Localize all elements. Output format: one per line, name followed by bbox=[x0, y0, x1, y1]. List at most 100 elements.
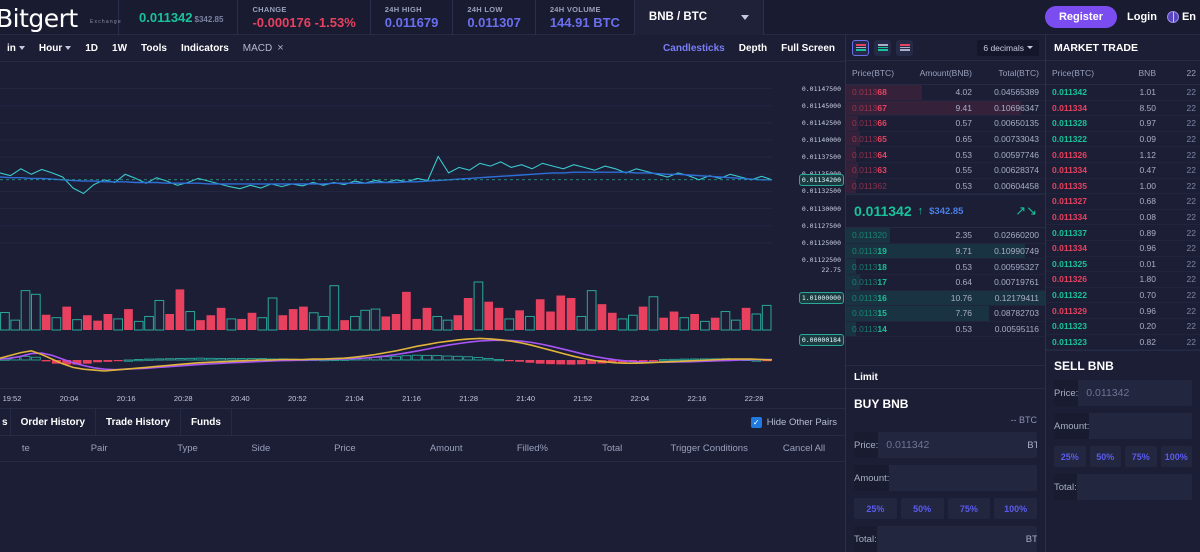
buy-price-input[interactable] bbox=[878, 432, 1022, 458]
y-axis-tick: 0.01145000 bbox=[801, 101, 841, 110]
both-depth-icon[interactable] bbox=[852, 39, 869, 56]
tab-funds[interactable]: Funds bbox=[181, 409, 232, 435]
orderbook-mid-price: 0.011342 ↑ $342.85 ↗↘ bbox=[846, 194, 1045, 229]
orderbook-row[interactable]: 0.011368 4.02 0.04565389 bbox=[846, 85, 1045, 101]
row-price: 0.011366 bbox=[852, 118, 887, 129]
tab-trade-history[interactable]: Trade History bbox=[96, 409, 181, 435]
toolbar-item-1w[interactable]: 1W bbox=[112, 42, 128, 54]
row-time: 22 bbox=[1186, 102, 1196, 113]
sell-pct-75[interactable]: 75% bbox=[1125, 446, 1157, 468]
buy-pct-75[interactable]: 75% bbox=[947, 498, 991, 519]
toolbar-item-tools[interactable]: Tools bbox=[141, 42, 167, 54]
orderbook-row[interactable]: 0.011315 7.76 0.08782703 bbox=[846, 306, 1045, 322]
sparkline-icon[interactable]: ↗↘ bbox=[1015, 203, 1037, 219]
toolbar-item-hour[interactable]: Hour bbox=[32, 43, 78, 54]
orderbook-row[interactable]: 0.011316 10.76 0.12179411 bbox=[846, 290, 1045, 307]
orderbook-row[interactable]: 0.011320 2.35 0.02660200 bbox=[846, 228, 1045, 244]
market-trade-row: 0.011322 0.09 22 bbox=[1046, 132, 1200, 148]
stat-24h-low-value: 0.011307 bbox=[467, 14, 521, 30]
toolbar-item-indicators[interactable]: Indicators bbox=[180, 42, 229, 54]
orderbook-row[interactable]: 0.011365 0.65 0.00733043 bbox=[846, 131, 1045, 148]
mid-price-usd: $342.85 bbox=[929, 205, 964, 217]
orders-col-header: Price bbox=[334, 443, 356, 454]
sell-pct-50[interactable]: 50% bbox=[1089, 446, 1121, 468]
row-amount: 0.47 bbox=[1139, 165, 1156, 176]
view-fullscreen[interactable]: Full Screen bbox=[781, 42, 835, 54]
sell-price-input[interactable] bbox=[1078, 380, 1192, 407]
login-link[interactable]: Login bbox=[1127, 11, 1157, 23]
orderbook-row[interactable]: 0.011314 0.53 0.00595116 bbox=[846, 321, 1045, 338]
decimals-selector[interactable]: 6 decimals bbox=[977, 39, 1039, 56]
stat-change-label: CHANGE bbox=[252, 4, 287, 14]
toolbar-item-interval[interactable]: in bbox=[0, 43, 32, 54]
bids-depth-icon[interactable] bbox=[874, 39, 891, 56]
view-depth[interactable]: Depth bbox=[738, 42, 768, 54]
y-axis-tick: 0.01127500 bbox=[801, 221, 841, 230]
orders-col-header: Pair bbox=[90, 443, 108, 454]
row-price: 0.011365 bbox=[852, 134, 887, 145]
row-price: 0.011328 bbox=[1052, 118, 1087, 129]
sell-pct-100[interactable]: 100% bbox=[1160, 446, 1192, 468]
order-type-limit[interactable]: Limit bbox=[846, 365, 1045, 389]
checkbox-icon[interactable]: ✓ bbox=[750, 416, 762, 428]
sell-percent-buttons: 25% 50% 75% 100% bbox=[1054, 446, 1192, 468]
hide-other-pairs-toggle[interactable]: ✓ Hide Other Pairs bbox=[750, 409, 845, 435]
language-selector[interactable]: En bbox=[1166, 11, 1196, 23]
row-amount: 0.53 bbox=[955, 261, 972, 272]
register-button[interactable]: Register bbox=[1044, 6, 1117, 28]
row-total: 0.00595327 bbox=[994, 261, 1039, 272]
orders-col-header: Total bbox=[602, 443, 623, 454]
tab-open-orders[interactable]: s bbox=[0, 409, 11, 435]
buy-pct-50[interactable]: 50% bbox=[900, 498, 944, 519]
buy-form: BUY BNB -- BTC Price: BTC ▲▼ Amount: BNB… bbox=[846, 389, 1045, 552]
col-price: Price(BTC) bbox=[1052, 67, 1095, 78]
sell-amount-input[interactable] bbox=[1089, 413, 1192, 440]
buy-total-input[interactable] bbox=[876, 526, 1020, 552]
row-amount: 0.53 bbox=[955, 324, 972, 335]
orderbook-row[interactable]: 0.011317 0.64 0.00719761 bbox=[846, 274, 1045, 291]
sell-pct-25[interactable]: 25% bbox=[1054, 446, 1086, 468]
tab-order-history[interactable]: Order History bbox=[11, 409, 97, 435]
depth-bar bbox=[846, 290, 1045, 306]
sell-total-row: Total: BTC bbox=[1054, 474, 1192, 501]
divider bbox=[452, 0, 454, 35]
depth-bar bbox=[846, 321, 856, 337]
market-trade-row: 0.011334 0.47 22 bbox=[1046, 163, 1200, 179]
orderbook-row[interactable]: 0.011319 9.71 0.10990749 bbox=[846, 243, 1045, 260]
row-price: 0.011320 bbox=[852, 230, 887, 241]
price-chart[interactable]: 0.01147500 0.01145000 0.01142500 0.01140000… bbox=[0, 62, 845, 408]
sell-total-input[interactable] bbox=[1076, 474, 1192, 501]
row-amount: 9.41 bbox=[955, 102, 972, 113]
pair-selector[interactable]: BNB / BTC bbox=[633, 0, 764, 35]
buy-pct-25[interactable]: 25% bbox=[854, 498, 897, 519]
row-amount: 0.08 bbox=[1139, 212, 1156, 223]
row-amount: 8.50 bbox=[1139, 102, 1156, 113]
orderbook-row[interactable]: 0.011318 0.53 0.00595327 bbox=[846, 259, 1045, 275]
market-trade-row: 0.011327 0.68 22 bbox=[1046, 194, 1200, 210]
row-price: 0.011334 bbox=[1052, 102, 1087, 113]
orderbook-row[interactable]: 0.011367 9.41 0.10696347 bbox=[846, 100, 1045, 117]
asks-depth-icon[interactable] bbox=[896, 39, 913, 56]
decimals-label: 6 decimals bbox=[983, 42, 1024, 53]
toolbar-item-macd[interactable]: MACD × bbox=[236, 42, 291, 54]
orderbook-row[interactable]: 0.011364 0.53 0.00597746 bbox=[846, 147, 1045, 163]
chart-y-axis: 0.01147500 0.01145000 0.01142500 0.01140000… bbox=[775, 62, 845, 382]
last-price-stat: 0.011342 $342.85 bbox=[119, 0, 237, 35]
row-price: 0.011326 bbox=[1052, 149, 1087, 160]
arrow-up-icon: ↑ bbox=[917, 205, 924, 218]
brand-logo[interactable]: Bitgert Exchange bbox=[0, 0, 121, 34]
close-icon[interactable]: × bbox=[277, 42, 284, 54]
orderbook-row[interactable]: 0.011363 0.55 0.00628374 bbox=[846, 162, 1045, 179]
row-price: 0.011315 bbox=[852, 308, 887, 319]
buy-price-row: Price: BTC ▲▼ bbox=[854, 432, 1037, 458]
buy-amount-input[interactable] bbox=[889, 465, 1033, 491]
view-candlesticks[interactable]: Candlesticks bbox=[663, 42, 725, 54]
orderbook-row[interactable]: 0.011362 0.53 0.00604458 bbox=[846, 178, 1045, 195]
toolbar-item-1d[interactable]: 1D bbox=[85, 42, 99, 54]
buy-pct-100[interactable]: 100% bbox=[994, 498, 1037, 519]
orderbook-row[interactable]: 0.011366 0.57 0.00650135 bbox=[846, 116, 1045, 132]
y-axis-tick: 0.01125000 bbox=[801, 238, 841, 247]
volume-axis-label: 22.75 bbox=[821, 266, 841, 274]
row-total: 0.00650135 bbox=[994, 118, 1039, 129]
